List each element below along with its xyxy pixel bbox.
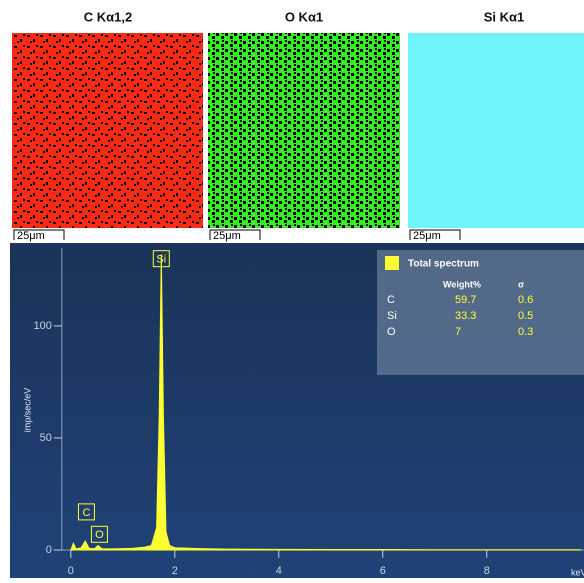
- legend-element: O: [387, 326, 396, 338]
- x-tick-label: 2: [172, 565, 178, 577]
- x-tick-label: 0: [68, 565, 74, 577]
- x-tick-label: 6: [380, 565, 386, 577]
- map-title: Si Kα1: [484, 9, 525, 24]
- y-axis-label: imp/sec/eV: [22, 388, 32, 433]
- legend-sigma: 0.5: [518, 310, 533, 322]
- map-specks: [12, 33, 203, 228]
- map-title: C Kα1,2: [84, 9, 132, 24]
- y-tick-label: 0: [46, 544, 52, 556]
- legend-title: Total spectrum: [408, 259, 479, 270]
- x-axis-label: keV: [571, 567, 584, 577]
- legend-weight: 33.3: [455, 310, 476, 322]
- peak-label: Si: [156, 254, 166, 266]
- legend-sigma: 0.6: [518, 294, 533, 306]
- legend-header: σ: [518, 279, 524, 289]
- legend-weight: 7: [455, 326, 461, 338]
- peak-label: C: [82, 507, 90, 519]
- map-specks: [208, 33, 400, 228]
- legend-element: Si: [387, 310, 397, 322]
- peak-label: O: [95, 529, 104, 541]
- scale-label: 25μm: [413, 230, 441, 242]
- x-tick-label: 4: [276, 565, 282, 577]
- legend-weight: 59.7: [455, 294, 476, 306]
- legend-header: Weight%: [443, 279, 481, 289]
- legend-sigma: 0.3: [518, 326, 533, 338]
- y-tick-label: 50: [40, 432, 52, 444]
- scale-label: 25μm: [213, 230, 241, 242]
- legend-element: C: [387, 294, 395, 306]
- map-title: O Kα1: [285, 9, 323, 24]
- scale-label: 25μm: [17, 230, 45, 242]
- legend-swatch: [385, 256, 399, 270]
- y-tick-label: 100: [33, 320, 51, 332]
- x-tick-label: 8: [484, 565, 490, 577]
- map: [408, 33, 584, 228]
- eds-screen: C Kα1,2 25μm O Kα1 25μm Si Kα1 25μm 0 50 100 0 2 4 6…: [0, 0, 584, 578]
